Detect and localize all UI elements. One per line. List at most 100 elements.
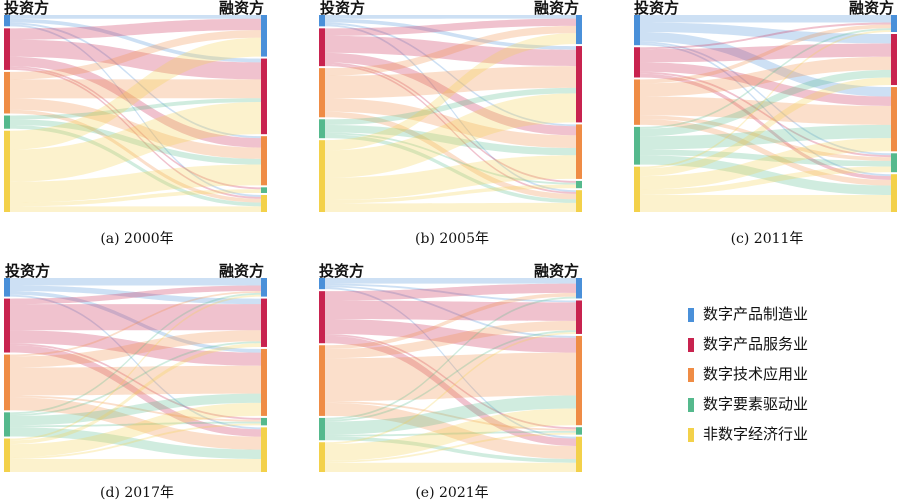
target-node [576,46,582,123]
flow-ribbon [640,73,891,180]
flow-group [325,278,576,472]
flow-ribbon [10,395,261,422]
investor-label: 投资方 [320,0,366,17]
flow-ribbon [10,39,261,80]
flow-ribbon [640,43,891,63]
financer-label: 融资方 [849,0,895,17]
flow-ribbon [640,69,891,137]
flow-ribbon [10,291,261,353]
flow-ribbon [10,98,261,120]
flow-ribbon [640,15,891,23]
source-node [4,71,10,114]
flow-ribbon [325,124,576,156]
flow-ribbon [10,421,261,428]
flow-ribbon [325,330,576,422]
financer-label: 融资方 [219,262,265,280]
flow-ribbon [325,184,576,204]
legend-label: 非数字经济行业 [703,425,809,443]
financer-label: 融资方 [534,262,580,280]
source-node [634,166,640,212]
legend-label: 数字产品服务业 [703,335,809,353]
flow-ribbon [10,427,261,459]
sankey-panel [319,15,582,212]
source-node [634,47,640,78]
flow-ribbon [325,319,576,353]
flow-ribbon [640,71,891,158]
flow-ribbon [640,115,891,161]
investor-label: 投资方 [634,0,680,17]
flow-ribbon [325,283,576,303]
target-node [261,58,267,135]
flow-ribbon [325,430,576,437]
flow-group [10,15,261,212]
flow-ribbon [325,87,576,125]
flow-ribbon [325,436,576,463]
flow-ribbon [325,111,576,200]
flow-ribbon [10,24,261,197]
flow-ribbon [325,285,576,338]
sankey-panel [319,278,582,472]
sankey-panel [4,278,267,472]
caption-panel-e: (e) 2021年 [415,485,489,501]
flow-group [640,15,891,212]
flow-ribbon [10,343,261,445]
target-node [576,15,582,45]
source-node [319,345,325,416]
flow-ribbon [640,22,891,50]
source-node [4,438,10,472]
flow-ribbon [10,397,261,450]
sankey-panel [634,15,897,212]
target-node [261,136,267,186]
flow-ribbon [10,15,261,19]
flow-ribbon [10,423,261,459]
target-node [891,87,897,152]
target-node [261,187,267,193]
flow-ribbon [325,335,576,446]
source-node [319,15,325,27]
investor-label: 投资方 [5,262,51,280]
flow-ribbon [10,278,261,286]
flow-ribbon [10,109,261,203]
flow-ribbon [325,25,576,76]
caption-panel-c: (c) 2011年 [730,231,804,247]
flow-ribbon [325,35,576,67]
target-node [261,15,267,57]
flow-ribbon [640,28,891,129]
flow-ribbon [10,98,261,159]
flow-ribbon [325,292,576,349]
flow-ribbon [10,18,261,63]
target-node [576,180,582,189]
flow-ribbon [640,30,891,169]
target-node [891,15,897,33]
flow-ribbon [640,32,891,97]
flow-ribbon [10,458,261,472]
source-node [4,28,10,70]
target-node [261,427,267,472]
flow-ribbon [325,93,576,178]
target-node [261,417,267,426]
flow-ribbon [325,18,576,36]
target-node [261,298,267,347]
flow-ribbon [325,33,576,151]
target-node [891,34,897,86]
source-node [634,79,640,125]
flow-ribbon [10,285,261,305]
flow-ribbon [640,166,891,195]
flow-ribbon [10,68,261,199]
source-node [319,291,325,344]
flow-ribbon [10,292,261,415]
source-node [4,354,10,411]
target-node [576,300,582,334]
flow-ribbon [640,24,891,84]
flow-ribbon [10,102,261,182]
flow-ribbon [10,56,261,148]
flow-ribbon [10,294,261,430]
source-node [319,417,325,441]
sankey-panel [4,15,267,212]
legend-swatch-icon [688,428,694,442]
flow-ribbon [325,62,576,183]
source-node [319,442,325,472]
flow-ribbon [10,30,261,80]
flow-ribbon [325,408,576,461]
